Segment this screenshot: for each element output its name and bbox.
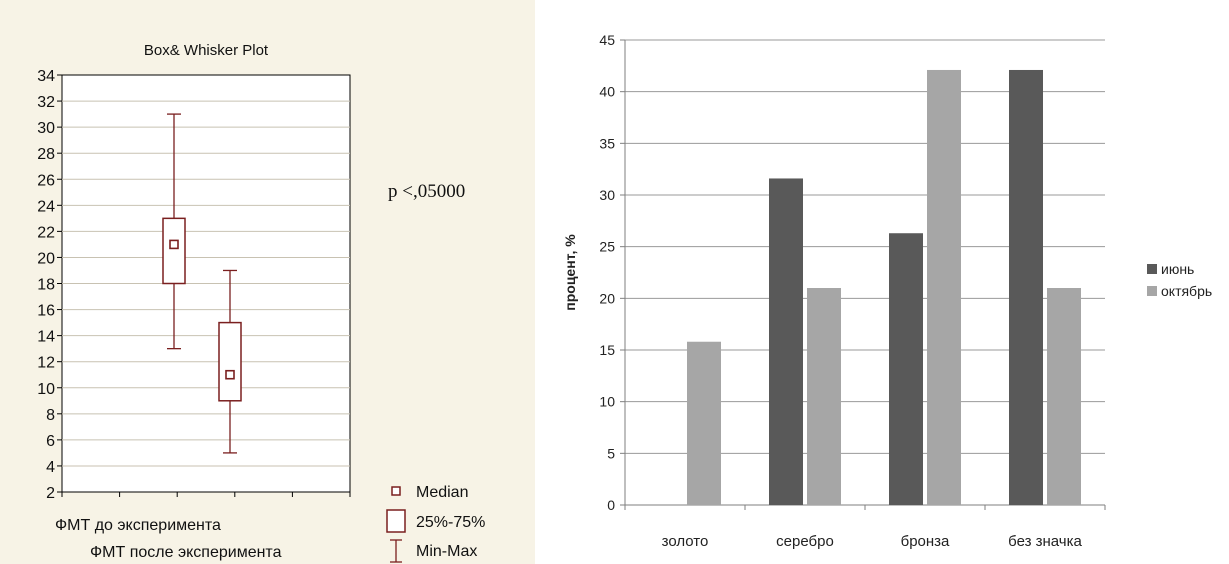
y-tick-label: 2 [46, 485, 55, 502]
bar-october [807, 288, 841, 505]
bar-october [687, 341, 721, 505]
y-tick-label: 30 [599, 187, 615, 203]
legend-swatch [1147, 264, 1157, 274]
box-iqr [162, 217, 186, 285]
y-tick-label: 14 [37, 329, 55, 346]
median-marker [169, 239, 179, 250]
y-tick-label: 26 [37, 172, 55, 189]
bar-june [1009, 69, 1043, 505]
y-tick-label: 28 [37, 146, 55, 163]
x-category-label: ФМТ после эксперимента [90, 544, 282, 561]
legend-box-marker [386, 509, 406, 533]
y-tick-label: 34 [37, 68, 55, 85]
legend-label: июнь [1161, 261, 1194, 277]
x-category-label: без значка [1008, 533, 1082, 550]
y-tick-label: 30 [37, 120, 55, 137]
y-tick-label: 16 [37, 303, 55, 320]
legend-label: октябрь [1161, 283, 1212, 299]
y-tick-label: 10 [37, 381, 55, 398]
box-whisker-panel: Box& Whisker Plot 2 4 6 8 10 12 14 16 18 20 22 24 26 2… [0, 0, 535, 564]
y-tick-label: 24 [37, 198, 55, 215]
y-tick-label: 20 [37, 250, 55, 267]
legend-label: Min-Max [416, 543, 477, 560]
bar-chart: 0 5 10 15 20 25 30 35 40 45 золото серебро бронза без… [562, 32, 1212, 550]
median-marker [225, 369, 235, 380]
bar-october [1047, 288, 1081, 505]
y-tick-label: 6 [46, 433, 55, 450]
y-tick-label: 8 [46, 407, 55, 424]
y-tick-label: 35 [599, 135, 615, 151]
y-tick-label: 4 [46, 459, 55, 476]
legend-median-marker [391, 486, 401, 496]
y-tick-label: 10 [599, 394, 615, 410]
legend-label: 25%-75% [416, 514, 485, 531]
box-whisker-chart: Box& Whisker Plot24681012141618202224262… [37, 42, 485, 563]
x-category-label: бронза [901, 533, 950, 550]
y-tick-label: 12 [37, 355, 55, 372]
legend-label: Median [416, 484, 468, 501]
y-tick-label: 5 [607, 445, 615, 461]
y-tick-label: 20 [599, 290, 615, 306]
legend-swatch [1147, 286, 1157, 296]
y-tick-label: 0 [607, 497, 615, 513]
y-tick-label: 22 [37, 224, 55, 241]
y-axis-label: процент, % [562, 234, 578, 311]
bar-june [769, 178, 803, 505]
y-tick-label: 40 [599, 84, 615, 100]
y-tick-label: 25 [599, 239, 615, 255]
box-iqr [218, 321, 242, 402]
x-category-label: ФМТ до эксперимента [55, 517, 221, 534]
x-category-label: золото [662, 533, 709, 550]
bar-october [927, 69, 961, 505]
y-tick-label: 32 [37, 94, 55, 111]
bar-june [889, 233, 923, 505]
y-tick-label: 45 [599, 32, 615, 48]
bar-chart-panel: 0 5 10 15 20 25 30 35 40 45 золото серебро бронза без… [535, 0, 1229, 564]
p-value-annotation: p <,05000 [388, 181, 465, 202]
y-tick-label: 15 [599, 342, 615, 358]
y-tick-label: 18 [37, 277, 55, 294]
chart-title: Box& Whisker Plot [144, 42, 269, 59]
x-category-label: серебро [776, 533, 834, 550]
